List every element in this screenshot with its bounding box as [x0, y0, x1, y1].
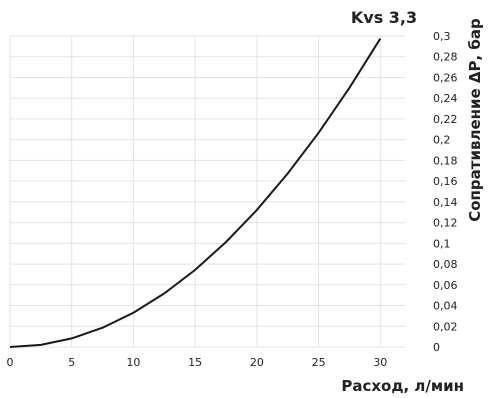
y-tick-label: 0,16	[433, 175, 458, 188]
x-tick-label: 10	[126, 356, 140, 369]
series-line-kvs-3-3	[9, 38, 382, 348]
y-axis-title: Сопративление ΔР, бар	[466, 18, 484, 222]
y-tick-label: 0,12	[433, 217, 458, 230]
x-tick-label: 15	[188, 356, 202, 369]
y-tick-label: 0,22	[433, 113, 458, 126]
y-tick-label: 0,14	[433, 196, 458, 209]
y-tick-label: 0,18	[433, 154, 458, 167]
x-tick-label: 5	[68, 356, 75, 369]
y-tick-label: 0,04	[433, 300, 458, 313]
y-tick-label: 0	[433, 341, 440, 354]
y-tick-label: 0,3	[433, 30, 451, 43]
y-tick-label: 0,28	[433, 51, 458, 64]
grid	[9, 35, 405, 348]
y-tick-label: 0,02	[433, 320, 458, 333]
x-tick-label: 25	[312, 356, 326, 369]
y-tick-label: 0,26	[433, 71, 458, 84]
y-tick-label: 0,08	[433, 258, 458, 271]
x-tick-label: 30	[373, 356, 387, 369]
y-tick-label: 0,06	[433, 279, 458, 292]
series-label: Kvs 3,3	[351, 8, 417, 27]
y-axis-ticks: 0 0,02 0,04 0,06 0,08 0,1 0,12 0,14 0,16 0,18 0,2 0…	[433, 30, 458, 354]
x-axis-ticks: 0 5 10 15 20 25 30	[7, 356, 388, 369]
y-tick-label: 0,1	[433, 237, 451, 250]
y-tick-label: 0,2	[433, 134, 451, 147]
x-tick-label: 20	[250, 356, 264, 369]
y-tick-label: 0,24	[433, 92, 458, 105]
x-tick-label: 0	[7, 356, 14, 369]
x-axis-title: Расход, л/мин	[341, 377, 464, 395]
